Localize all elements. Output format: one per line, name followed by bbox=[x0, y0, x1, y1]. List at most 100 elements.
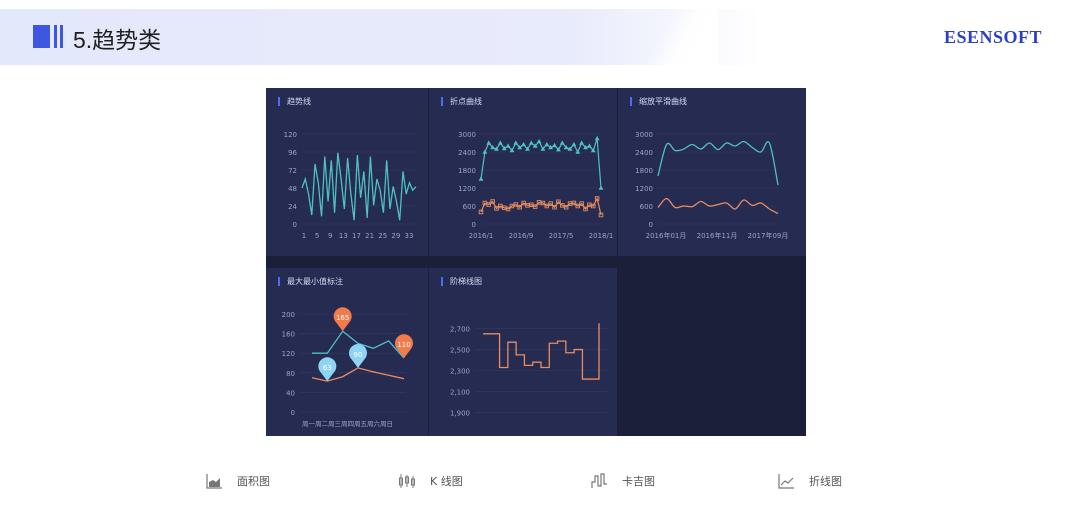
y-tick-label: 0 bbox=[649, 221, 653, 229]
data-point bbox=[521, 200, 526, 206]
data-point bbox=[548, 144, 554, 150]
x-tick-label: 2016/9 bbox=[509, 232, 534, 240]
data-point bbox=[525, 146, 530, 151]
x-tick-label: 21 bbox=[365, 232, 374, 240]
data-point bbox=[501, 145, 507, 151]
data-point bbox=[571, 141, 577, 147]
value-marker-label: 110 bbox=[397, 341, 410, 349]
x-tick-label: 周一周二周三周四周五周六周日 bbox=[302, 419, 393, 428]
data-point bbox=[598, 212, 604, 218]
data-point bbox=[575, 203, 581, 209]
chart-type-label: 面积图 bbox=[237, 475, 270, 488]
data-point bbox=[505, 143, 511, 148]
y-tick-label: 1800 bbox=[635, 167, 653, 175]
data-point bbox=[494, 146, 499, 151]
y-tick-label: 2400 bbox=[635, 149, 653, 157]
line-chart-icon bbox=[778, 474, 794, 489]
y-tick-label: 40 bbox=[286, 389, 295, 397]
data-point bbox=[594, 135, 600, 141]
smooth-line-chart: 3000 2400 1800 1200 600 0 2016年01月 2016年11月 2017… bbox=[635, 131, 789, 240]
series-line bbox=[657, 197, 779, 215]
x-tick-label: 25 bbox=[378, 232, 387, 240]
chart-type-line[interactable]: 折线图 bbox=[777, 472, 842, 490]
series-line bbox=[312, 330, 405, 359]
x-tick-label: 9 bbox=[328, 232, 332, 240]
y-tick-label: 1800 bbox=[458, 167, 476, 175]
data-point bbox=[591, 203, 596, 209]
x-tick-label: 2017/5 bbox=[549, 232, 574, 240]
data-point bbox=[494, 206, 499, 211]
chart-type-label: 卡吉图 bbox=[622, 475, 655, 488]
data-point bbox=[509, 147, 515, 153]
data-point bbox=[567, 146, 573, 151]
x-tick-label: 17 bbox=[352, 232, 361, 240]
trend-line-panel: 趋势线 120 96 72 48 24 0 1 5 9 13 17 21 25 29 33 bbox=[266, 88, 428, 256]
data-point bbox=[544, 141, 550, 147]
x-tick-label: 1 bbox=[302, 232, 306, 240]
chart-type-area[interactable]: 面积图 bbox=[205, 472, 270, 490]
y-tick-label: 24 bbox=[288, 203, 297, 211]
value-marker-label: 165 bbox=[336, 314, 349, 322]
y-tick-label: 1200 bbox=[458, 185, 476, 193]
data-point bbox=[556, 147, 561, 152]
y-tick-label: 600 bbox=[463, 203, 476, 211]
data-point bbox=[563, 144, 569, 150]
y-tick-label: 0 bbox=[293, 221, 297, 229]
value-marker-label: 90 bbox=[354, 351, 363, 359]
x-tick-label: 2016年01月 bbox=[646, 231, 687, 240]
y-tick-label: 120 bbox=[282, 350, 295, 358]
x-tick-label: 5 bbox=[315, 232, 319, 240]
data-point bbox=[513, 140, 519, 145]
max-min-chart: 200 160 120 80 40 0 165 110 90 63 周一周二周三周四周五周六周日 bbox=[282, 307, 413, 428]
chart-type-candlestick[interactable]: K 线图 bbox=[398, 472, 463, 490]
fold-line-chart: 3000 2400 1800 1200 600 0 2016/1 2016/9 2017/5 20… bbox=[458, 131, 613, 240]
panel-title: 折点曲线 bbox=[441, 97, 482, 106]
panel-title: 趋势线 bbox=[278, 97, 311, 106]
data-point bbox=[517, 144, 523, 150]
area-chart-icon bbox=[206, 474, 222, 489]
data-point bbox=[556, 199, 561, 205]
chart-type-kagi[interactable]: 卡吉图 bbox=[590, 472, 655, 490]
candlestick-chart-icon bbox=[399, 474, 415, 488]
title-accent-bar bbox=[54, 25, 57, 48]
y-tick-label: 96 bbox=[288, 149, 297, 157]
series-line bbox=[301, 152, 417, 221]
y-tick-label: 200 bbox=[282, 311, 295, 319]
dashboard-preview: 趋势线 120 96 72 48 24 0 1 5 9 13 17 21 25 29 33 折点曲线 300… bbox=[266, 88, 806, 436]
value-marker-pin bbox=[318, 357, 337, 382]
header-diagonal-fade bbox=[628, 9, 718, 65]
value-marker-pin bbox=[349, 344, 367, 368]
data-point bbox=[540, 146, 546, 151]
data-point bbox=[517, 204, 522, 210]
step-line-panel: 阶梯线图 2,700 2,500 2,300 2,100 1,900 bbox=[429, 268, 617, 436]
smooth-line-panel: 缩放平滑曲线 3000 2400 1800 1200 600 0 2016年01月 2016年… bbox=[618, 88, 806, 256]
value-marker-label: 63 bbox=[323, 364, 332, 372]
data-point bbox=[594, 196, 600, 201]
y-tick-label: 120 bbox=[284, 131, 297, 139]
x-tick-label: 2016/1 bbox=[469, 232, 494, 240]
data-point bbox=[590, 147, 596, 153]
data-point bbox=[583, 144, 588, 150]
data-point bbox=[532, 143, 538, 148]
y-tick-label: 2,300 bbox=[450, 368, 470, 376]
y-tick-label: 600 bbox=[640, 203, 653, 211]
title-accent-bar bbox=[60, 25, 63, 48]
y-tick-label: 2400 bbox=[458, 149, 476, 157]
chart-type-label: K 线图 bbox=[430, 475, 463, 488]
data-point bbox=[571, 200, 577, 206]
y-tick-label: 0 bbox=[472, 221, 476, 229]
data-point bbox=[478, 176, 484, 181]
data-point bbox=[575, 149, 581, 154]
x-tick-label: 2017年09月 bbox=[748, 231, 789, 240]
series-line bbox=[657, 140, 779, 186]
data-point bbox=[521, 141, 526, 147]
data-point bbox=[544, 203, 550, 209]
data-point bbox=[540, 200, 546, 206]
x-tick-label: 13 bbox=[339, 232, 348, 240]
data-point bbox=[536, 138, 542, 144]
y-tick-label: 3000 bbox=[635, 131, 653, 139]
data-point bbox=[552, 142, 557, 148]
data-point bbox=[490, 199, 495, 204]
data-point bbox=[513, 202, 519, 207]
page-title: 5.趋势类 bbox=[73, 27, 162, 53]
